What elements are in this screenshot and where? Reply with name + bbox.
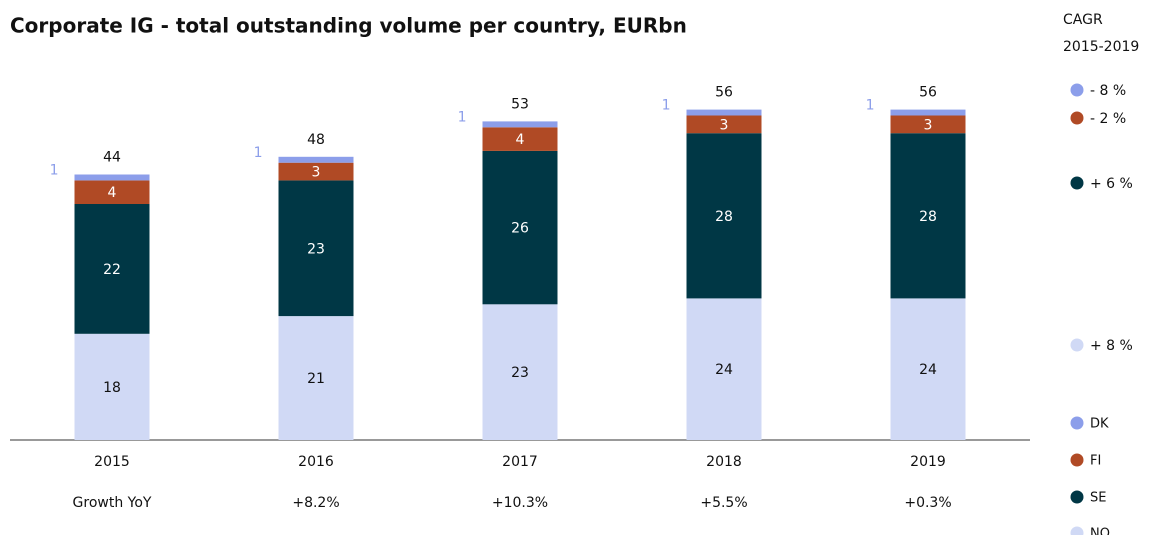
growth-label: Growth YoY [72,495,152,511]
total-label: 44 [103,150,121,166]
bar-segment [686,298,762,440]
segment-label: 28 [919,209,937,225]
bar-segment [686,133,762,299]
x-tick-label: 2018 [706,454,742,470]
bar-segment [482,127,558,151]
bar-segment [890,109,966,116]
segment-label: 3 [720,117,729,133]
growth-yoy: +8.2% [292,495,339,511]
x-tick-label: 2016 [298,454,334,470]
bar-segment [482,304,558,440]
segment-label: 22 [103,262,121,278]
legend-marker [1070,416,1084,430]
bar-segment [686,109,762,116]
segment-label: 3 [924,117,933,133]
x-tick-label: 2017 [502,454,538,470]
bar-segment [74,174,150,181]
segment-label: 23 [307,241,325,257]
total-label: 53 [511,96,529,112]
segment-label: 1 [254,145,263,161]
segment-label: 1 [50,163,59,179]
cagr-marker [1070,338,1084,352]
legend-marker [1070,490,1084,504]
legend-label: DK [1090,417,1109,432]
bar-segment [278,156,354,163]
segment-label: 26 [511,221,529,237]
bar-segment [278,162,354,181]
cagr-value: + 8 % [1090,338,1133,354]
legend-marker [1070,526,1084,535]
cagr-marker [1070,176,1084,190]
cagr-value: - 8 % [1090,83,1126,99]
legend-label: FI [1090,454,1101,469]
bar-segment [482,150,558,305]
segment-label: 23 [511,365,529,381]
bar-segment [890,133,966,299]
growth-yoy: +5.5% [700,495,747,511]
segment-label: 24 [919,362,937,378]
bar-segment [278,180,354,317]
chart-title: Corporate IG - total outstanding volume … [10,14,687,38]
bar-segment [890,115,966,134]
x-tick-label: 2015 [94,454,130,470]
segment-label: 1 [662,98,671,114]
growth-yoy: +10.3% [492,495,548,511]
cagr-value: - 2 % [1090,111,1126,127]
bar-segment [74,204,150,334]
segment-label: 21 [307,371,325,387]
bar-segment [686,115,762,134]
bar-segment [890,298,966,440]
cagr-period: 2015-2019 [1063,39,1139,55]
segment-label: 3 [312,165,321,181]
total-label: 48 [307,132,325,148]
total-label: 56 [715,85,733,101]
segment-label: 4 [108,185,117,201]
bar-segment [74,180,150,204]
segment-label: 18 [103,380,121,396]
bar-segment [482,121,558,128]
segment-label: 28 [715,209,733,225]
segment-label: 1 [458,109,467,125]
segment-label: 24 [715,362,733,378]
segment-label: 4 [516,132,525,148]
legend-marker [1070,453,1084,467]
bar-segment [278,316,354,440]
segment-label: 1 [866,98,875,114]
total-label: 56 [919,85,937,101]
cagr-title: CAGR [1063,12,1103,28]
cagr-value: + 6 % [1090,176,1133,192]
legend-label: NO [1090,527,1110,535]
cagr-marker [1070,111,1084,125]
legend-label: SE [1090,491,1106,506]
x-tick-label: 2019 [910,454,946,470]
cagr-marker [1070,83,1084,97]
bar-segment [74,333,150,440]
growth-yoy: +0.3% [904,495,951,511]
